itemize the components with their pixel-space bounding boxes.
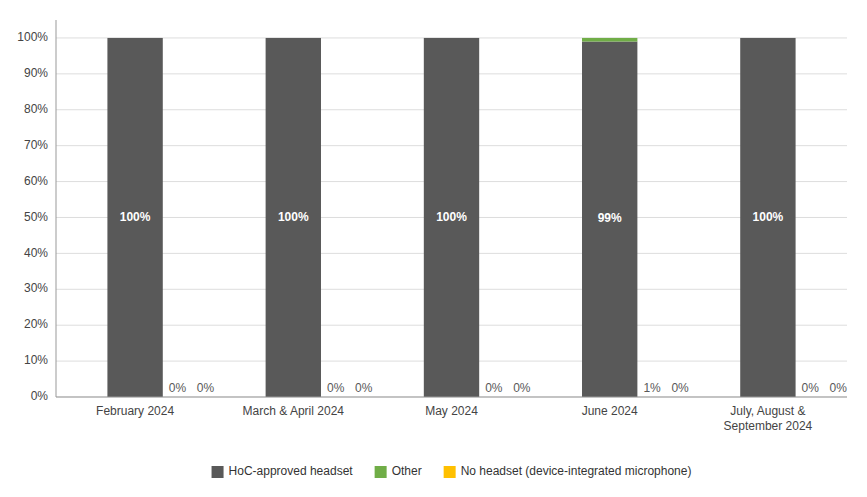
data-label: 100% [278, 210, 309, 224]
y-tick-label: 60% [24, 174, 48, 188]
legend-swatch [375, 466, 387, 478]
data-label: 0% [327, 381, 345, 395]
legend-swatch [444, 466, 456, 478]
y-axis: 0% 10% 20% 30% 40% 50% 60% 70% 80% 90% 100% [17, 20, 56, 403]
y-axis-line [56, 20, 57, 397]
y-tick-label: 100% [17, 30, 48, 44]
legend-item: HoC-approved headset [212, 464, 354, 478]
grid-line [56, 397, 847, 398]
series [107, 38, 795, 397]
x-axis-line [56, 397, 847, 398]
y-tick-label: 80% [24, 102, 48, 116]
legend-label: Other [392, 464, 422, 478]
data-label: 99% [598, 211, 622, 225]
y-tick-label: 90% [24, 66, 48, 80]
bar [107, 37, 162, 38]
data-label: 100% [120, 210, 151, 224]
y-tick-label: 30% [24, 281, 48, 295]
data-label: 0% [513, 381, 531, 395]
x-tick-label: February 2024 [96, 404, 174, 418]
bar [424, 37, 479, 38]
data-label: 0% [169, 381, 187, 395]
bar [266, 38, 321, 397]
y-tick-label: 40% [24, 246, 48, 260]
legend-item: No headset (device-integrated microphone… [444, 464, 692, 478]
data-label: 0% [197, 381, 215, 395]
y-tick-label: 0% [31, 389, 49, 403]
x-tick-label: May 2024 [425, 404, 478, 418]
bars [107, 38, 795, 397]
bar [740, 37, 795, 38]
data-labels: 100% 100% 100% 99% 100% 0% 0% 0% 1% 0% 0% 0% 0% 0% 0% [120, 210, 848, 395]
grid [56, 38, 847, 397]
y-tick-label: 70% [24, 138, 48, 152]
x-tick-label: July, August &September 2024 [724, 404, 813, 433]
y-tick-label: 20% [24, 317, 48, 331]
data-label: 0% [830, 381, 848, 395]
x-tick-label: June 2024 [582, 404, 638, 418]
series [582, 38, 637, 42]
bar [582, 37, 637, 38]
bar [107, 37, 162, 38]
data-label: 100% [753, 210, 784, 224]
bar [107, 38, 162, 397]
y-tick-label: 10% [24, 353, 48, 367]
chart-svg: 0% 10% 20% 30% 40% 50% 60% 70% 80% 90% 100% Februar… [0, 0, 867, 497]
data-label: 0% [671, 381, 689, 395]
bar [740, 37, 795, 38]
data-label: 0% [485, 381, 503, 395]
x-tick-label: March & April 2024 [243, 404, 345, 418]
legend-label: No headset (device-integrated microphone… [461, 464, 692, 478]
data-label: 0% [355, 381, 373, 395]
x-axis: February 2024 March & April 2024 May 2024 J… [56, 397, 847, 433]
legend-item: Other [375, 464, 422, 478]
bar [740, 38, 795, 397]
bar [266, 37, 321, 38]
bar [424, 38, 479, 397]
bar [424, 37, 479, 38]
legend-label: HoC-approved headset [229, 464, 354, 478]
y-tick-label: 50% [24, 210, 48, 224]
data-label: 100% [436, 210, 467, 224]
data-label: 0% [802, 381, 820, 395]
data-label: 1% [643, 381, 661, 395]
bar [582, 42, 637, 397]
bar [266, 37, 321, 38]
legend-swatch [212, 466, 224, 478]
bar [582, 38, 637, 42]
chart-container: 0% 10% 20% 30% 40% 50% 60% 70% 80% 90% 100% Februar… [0, 0, 867, 497]
legend: HoC-approved headset Other No headset (dev… [212, 464, 692, 478]
